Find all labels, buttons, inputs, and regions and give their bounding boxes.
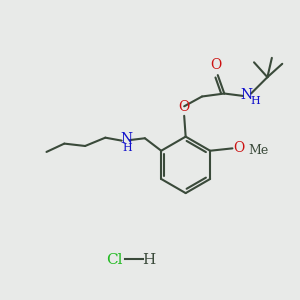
Text: H: H bbox=[250, 96, 260, 106]
Text: O: O bbox=[210, 58, 222, 71]
Text: N: N bbox=[120, 132, 132, 146]
Text: N: N bbox=[241, 88, 253, 102]
Text: O: O bbox=[234, 141, 245, 155]
Text: H: H bbox=[142, 253, 155, 267]
Text: Cl: Cl bbox=[106, 253, 123, 267]
Text: O: O bbox=[178, 100, 189, 114]
Text: H: H bbox=[122, 143, 132, 153]
Text: Me: Me bbox=[248, 144, 268, 157]
